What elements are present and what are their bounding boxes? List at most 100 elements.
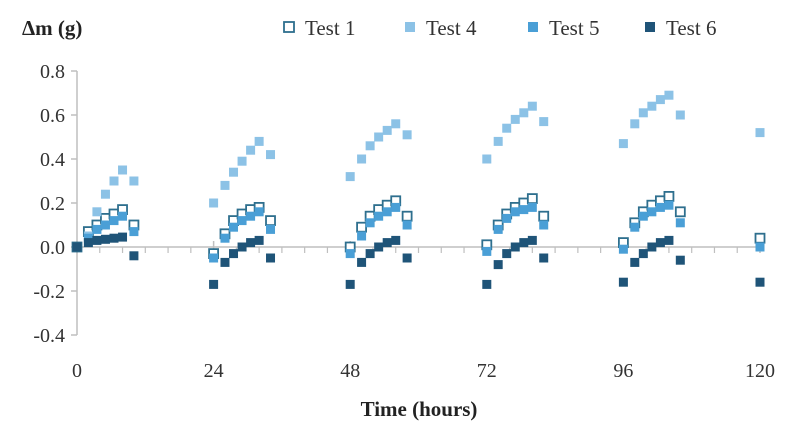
data-point <box>357 257 367 267</box>
data-point <box>638 211 648 221</box>
data-point <box>664 200 674 210</box>
data-point <box>519 205 529 215</box>
data-point <box>365 218 375 228</box>
data-point <box>254 136 264 146</box>
data-point <box>527 202 537 212</box>
data-point <box>526 193 538 205</box>
x-tick-label: 96 <box>613 360 633 382</box>
data-point <box>755 128 765 138</box>
data-point <box>266 150 276 160</box>
y-tick-label: -0.4 <box>33 325 65 347</box>
data-point <box>618 277 628 287</box>
data-point <box>266 253 276 263</box>
data-point <box>209 253 219 263</box>
y-tick-label: 0.0 <box>40 237 65 259</box>
data-point <box>92 207 102 217</box>
data-point <box>118 232 128 242</box>
data-point <box>254 235 264 245</box>
data-point <box>391 235 401 245</box>
data-point <box>391 119 401 129</box>
data-point <box>391 202 401 212</box>
data-point <box>510 207 520 217</box>
data-point <box>502 123 512 133</box>
data-point <box>675 218 685 228</box>
data-point <box>209 198 219 208</box>
data-point <box>539 117 549 127</box>
y-tick-label: -0.2 <box>33 281 65 303</box>
data-point <box>675 110 685 120</box>
legend-marker <box>528 22 538 32</box>
x-tick-label: 120 <box>745 360 775 382</box>
x-tick-label: 0 <box>72 360 82 382</box>
legend-marker <box>645 22 655 32</box>
data-point <box>118 165 128 175</box>
data-point <box>510 114 520 124</box>
data-point <box>539 220 549 230</box>
data-point <box>72 242 82 252</box>
data-point <box>357 231 367 241</box>
data-point <box>402 130 412 140</box>
series-test-6 <box>72 232 765 289</box>
data-point <box>246 238 256 248</box>
data-point <box>209 279 219 289</box>
data-point <box>655 202 665 212</box>
data-point <box>663 190 675 202</box>
data-point <box>266 224 276 234</box>
x-tick-label: 72 <box>477 360 497 382</box>
data-point <box>229 167 239 177</box>
data-point <box>374 242 384 252</box>
data-point <box>664 235 674 245</box>
y-axis-title: Δm (g) <box>22 16 82 40</box>
data-point <box>92 224 102 234</box>
data-point <box>527 235 537 245</box>
legend: Test 1 Test 4 Test 5 Test 6 <box>283 16 716 40</box>
data-point <box>265 215 276 227</box>
legend-marker <box>283 21 295 33</box>
data-point <box>220 233 230 243</box>
y-tick-label: 0.6 <box>40 105 65 127</box>
data-point <box>356 221 367 233</box>
data-point <box>630 222 640 232</box>
data-point <box>100 189 110 199</box>
data-point <box>382 238 392 248</box>
data-point <box>237 216 247 226</box>
data-point <box>345 279 355 289</box>
data-point <box>109 176 119 186</box>
data-point <box>246 145 256 155</box>
data-point <box>664 90 674 100</box>
data-point <box>365 141 375 151</box>
data-point <box>493 136 503 146</box>
data-point <box>246 211 256 221</box>
data-point <box>647 242 657 252</box>
data-point <box>618 139 628 149</box>
data-points <box>71 90 766 289</box>
data-point <box>220 257 230 267</box>
data-point <box>502 213 512 223</box>
data-point <box>100 220 110 230</box>
y-tick-label: 0.4 <box>40 149 65 171</box>
data-point <box>401 210 413 222</box>
data-point <box>655 238 665 248</box>
data-point <box>357 154 367 164</box>
data-point <box>365 249 375 259</box>
data-point <box>755 242 765 252</box>
data-point <box>402 253 412 263</box>
data-point <box>345 249 355 259</box>
data-point <box>382 125 392 135</box>
y-tick-label: 0.2 <box>40 193 65 215</box>
data-point <box>220 180 230 190</box>
data-point <box>229 222 239 232</box>
data-point <box>83 238 93 248</box>
y-tick-label: 0.8 <box>40 61 65 83</box>
data-point <box>510 242 520 252</box>
data-point <box>493 224 503 234</box>
series-test-5 <box>83 200 765 263</box>
data-point <box>109 233 119 243</box>
data-point <box>674 206 686 218</box>
data-point <box>754 232 766 244</box>
data-point <box>675 255 685 265</box>
data-point <box>254 207 264 217</box>
data-point <box>630 257 640 267</box>
data-point <box>374 132 384 142</box>
